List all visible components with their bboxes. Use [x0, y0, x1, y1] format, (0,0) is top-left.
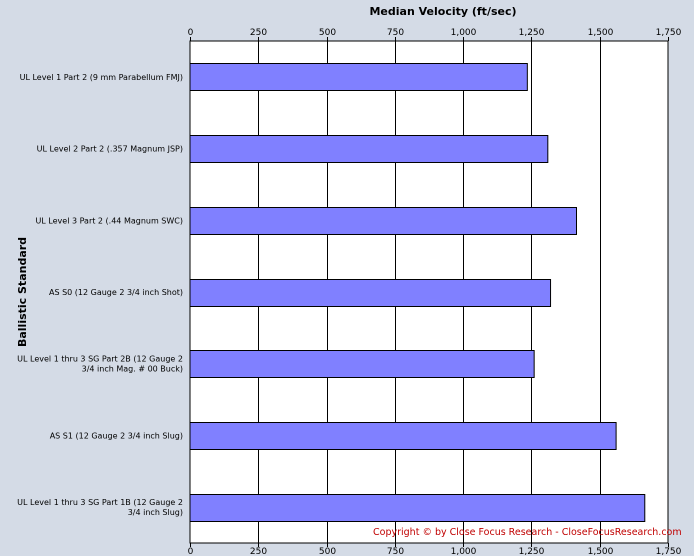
bottom-axis: 0 250 500 750 1,000 1,250 1,500 1,750 [188, 543, 682, 556]
bar [189, 207, 577, 235]
category-label: AS S0 (12 Gauge 2 3/4 inch Shot) [49, 288, 183, 297]
bar [189, 422, 617, 450]
category-label: 3/4 inch Slug) [128, 508, 183, 517]
category-label: UL Level 1 Part 2 (9 mm Parabellum FMJ) [20, 73, 183, 82]
tick-label-bottom: 0 [188, 547, 194, 556]
tick-label-top: 1,750 [656, 28, 682, 38]
category-label: UL Level 2 Part 2 (.357 Magnum JSP) [37, 145, 183, 154]
tick-label-bottom: 1,750 [656, 547, 682, 556]
tick-label-bottom: 500 [319, 547, 336, 556]
tick-label-bottom: 750 [387, 547, 404, 556]
tick-label-top: 750 [387, 28, 404, 38]
category-label: UL Level 1 thru 3 SG Part 1B (12 Gauge 2 [17, 498, 183, 507]
tick-label-bottom: 1,250 [519, 547, 545, 556]
bars [189, 63, 646, 522]
tick-label-bottom: 250 [250, 547, 267, 556]
tick-label-top: 1,250 [519, 28, 545, 38]
tick-label-bottom: 1,000 [451, 547, 477, 556]
tick-label-top: 250 [250, 28, 267, 38]
category-label: UL Level 3 Part 2 (.44 Magnum SWC) [35, 216, 183, 225]
category-label: AS S1 (12 Gauge 2 3/4 inch Slug) [50, 431, 183, 440]
copyright-notice: Copyright © by Close Focus Research - Cl… [373, 527, 682, 538]
bar [189, 350, 535, 378]
bar [189, 63, 528, 91]
chart-title: Median Velocity (ft/sec) [369, 5, 516, 18]
bar [189, 279, 552, 307]
tick-label-top: 0 [188, 28, 194, 38]
category-label: 3/4 inch Mag. # 00 Buck) [82, 365, 183, 374]
category-labels: UL Level 1 Part 2 (9 mm Parabellum FMJ) U… [17, 73, 183, 517]
tick-label-top: 1,000 [451, 28, 477, 38]
tick-label-bottom: 1,500 [588, 547, 614, 556]
bar [189, 494, 646, 522]
top-axis: 0 250 500 750 1,000 1,250 1,500 1,750 [188, 28, 682, 41]
bar [189, 135, 549, 163]
tick-label-top: 1,500 [588, 28, 614, 38]
tick-label-top: 500 [319, 28, 336, 38]
category-label: UL Level 1 thru 3 SG Part 2B (12 Gauge 2 [17, 355, 183, 364]
y-axis-label: Ballistic Standard [16, 237, 29, 347]
